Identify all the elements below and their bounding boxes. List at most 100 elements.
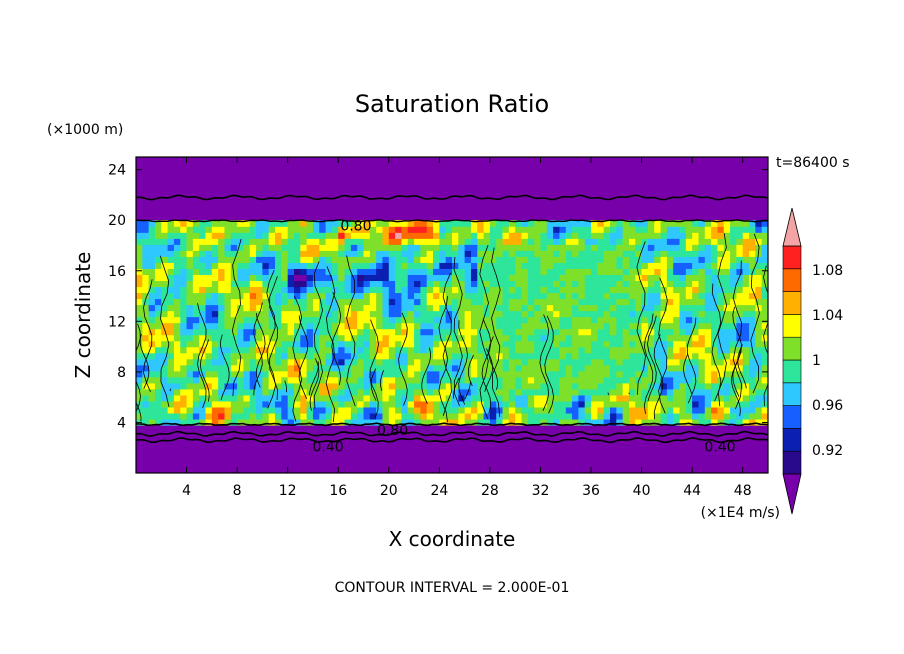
field-cell bbox=[673, 310, 681, 318]
field-cell bbox=[647, 220, 655, 227]
field-cell bbox=[407, 376, 415, 384]
field-cell bbox=[452, 376, 459, 384]
field-cell bbox=[711, 382, 719, 390]
field-cell bbox=[508, 364, 516, 372]
field-cell bbox=[654, 382, 662, 390]
field-cell bbox=[502, 226, 510, 233]
field-cell bbox=[597, 382, 605, 390]
field-cell bbox=[338, 370, 346, 378]
field-cell bbox=[319, 268, 327, 275]
field-cell bbox=[287, 238, 295, 245]
field-cell bbox=[578, 406, 586, 414]
field-cell bbox=[357, 382, 365, 390]
field-cell bbox=[306, 346, 314, 354]
field-cell bbox=[407, 298, 415, 306]
field-cell bbox=[414, 256, 421, 263]
field-cell bbox=[154, 352, 162, 360]
field-cell bbox=[673, 238, 681, 245]
field-cell bbox=[534, 346, 542, 354]
field-cell bbox=[205, 334, 213, 342]
field-cell bbox=[464, 226, 472, 233]
field-cell bbox=[717, 418, 725, 426]
field-cell bbox=[445, 388, 453, 396]
field-cell bbox=[660, 268, 668, 275]
field-cell bbox=[559, 232, 567, 239]
field-cell bbox=[610, 298, 617, 306]
field-cell bbox=[761, 298, 768, 306]
field-cell bbox=[325, 340, 333, 348]
field-cell bbox=[407, 334, 415, 342]
field-cell bbox=[148, 400, 156, 408]
field-cell bbox=[704, 304, 712, 312]
field-cell bbox=[256, 244, 263, 251]
field-cell bbox=[572, 400, 579, 408]
field-cell bbox=[742, 394, 750, 402]
field-cell bbox=[243, 406, 251, 414]
field-cell bbox=[294, 334, 301, 342]
field-cell bbox=[388, 376, 396, 384]
field-cell bbox=[654, 334, 662, 342]
field-cell bbox=[477, 376, 485, 384]
field-cell bbox=[673, 400, 681, 408]
field-cell bbox=[723, 334, 731, 342]
field-cell bbox=[249, 406, 257, 414]
field-cell bbox=[723, 364, 731, 372]
field-cell bbox=[414, 400, 421, 408]
field-cell bbox=[749, 256, 756, 263]
field-cell bbox=[350, 406, 358, 414]
field-cell bbox=[218, 400, 226, 408]
field-cell bbox=[742, 316, 750, 324]
field-cell bbox=[199, 358, 207, 366]
field-cell bbox=[458, 244, 466, 251]
field-cell bbox=[205, 262, 213, 269]
field-cell bbox=[154, 262, 162, 269]
field-cell bbox=[628, 232, 636, 239]
field-cell bbox=[685, 286, 693, 294]
field-cell bbox=[256, 364, 263, 372]
field-cell bbox=[357, 340, 365, 348]
field-cell bbox=[565, 388, 573, 396]
field-cell bbox=[237, 220, 245, 227]
field-cell bbox=[717, 388, 725, 396]
field-cell bbox=[180, 256, 188, 263]
contour-line bbox=[737, 344, 747, 389]
field-cell bbox=[369, 238, 377, 245]
field-cell bbox=[483, 220, 491, 227]
field-cell bbox=[591, 226, 598, 233]
field-cell bbox=[540, 250, 548, 257]
field-cell bbox=[312, 322, 320, 330]
field-cell bbox=[534, 226, 542, 233]
field-cell bbox=[477, 382, 485, 390]
field-cell bbox=[622, 328, 630, 336]
field-cell bbox=[344, 352, 352, 360]
field-cell bbox=[515, 250, 523, 257]
field-cell bbox=[610, 394, 617, 402]
field-cell bbox=[742, 418, 750, 426]
field-cell bbox=[192, 334, 200, 342]
field-cell bbox=[679, 412, 687, 420]
field-cell bbox=[173, 298, 181, 306]
field-cell bbox=[167, 220, 175, 227]
field-cell bbox=[546, 412, 554, 420]
field-cell bbox=[540, 352, 548, 360]
colorbar-label: 0.96 bbox=[812, 398, 843, 414]
field-cell bbox=[388, 292, 396, 300]
field-cell bbox=[508, 262, 516, 269]
field-cell bbox=[148, 262, 156, 269]
contour-label: 0.40 bbox=[704, 440, 735, 456]
field-cell bbox=[414, 346, 421, 354]
field-cell bbox=[489, 412, 497, 420]
field-cell bbox=[426, 298, 434, 306]
field-cell bbox=[591, 400, 598, 408]
field-cell bbox=[275, 388, 282, 396]
field-cell bbox=[369, 340, 377, 348]
field-cell bbox=[142, 328, 150, 336]
field-cell bbox=[711, 328, 719, 336]
field-cell bbox=[433, 304, 440, 312]
field-cell bbox=[742, 352, 750, 360]
field-cell bbox=[243, 274, 251, 282]
field-cell bbox=[666, 376, 674, 384]
field-cell bbox=[136, 244, 143, 251]
field-cell bbox=[477, 310, 485, 318]
field-cell bbox=[654, 394, 662, 402]
